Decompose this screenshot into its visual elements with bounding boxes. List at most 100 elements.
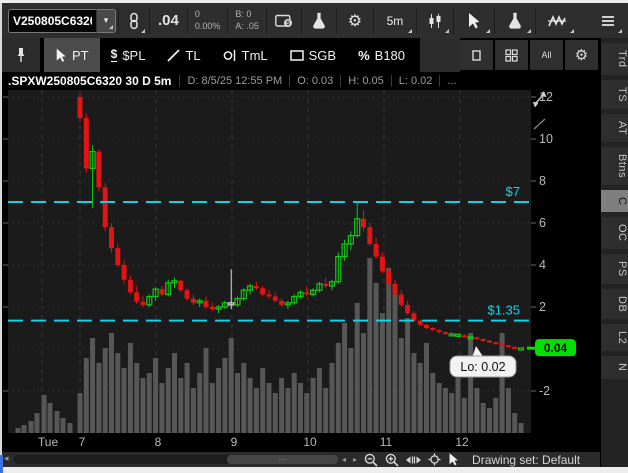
svg-text:10: 10 [539,132,553,146]
menu-button[interactable] [592,6,624,36]
fit-bars-button[interactable] [406,455,422,465]
chart-bottom-bar: ◂ ⋯ ◂ ▸ [2,452,600,467]
sidebar-tab-c[interactable]: C [601,189,628,213]
panel-settings-button[interactable]: ⚙ [565,40,598,70]
divider [493,7,495,34]
time-axis[interactable]: Tue 7 8 9 10 11 12 [2,433,600,452]
bottom-controls: ◂ ▸ [342,452,580,467]
tool-label: SGB [308,47,337,63]
expand-horizontal-icon [406,456,422,463]
divider [186,7,188,34]
time-axis-label: Tue [37,435,59,449]
level-label: $1.35 [487,303,520,318]
grid-layout-button[interactable] [495,40,528,70]
bar-type-button[interactable] [419,6,451,36]
link-instrument-button[interactable] [121,6,147,36]
pin-toolbar-button[interactable] [2,38,40,72]
chart-more-field[interactable]: ... [439,75,463,87]
square-icon [472,49,481,61]
tool-sgb[interactable]: SGB [279,38,347,72]
flask-icon [509,12,521,29]
chart-title-bar: .SPXW250805C6320 30 D 5m D: 8/5/25 12:55… [2,72,464,90]
divider [372,7,374,34]
symbol-entry-group: ▾ [8,8,116,33]
pan-left-arrow[interactable]: ◂ [342,455,347,464]
swap-chart-button[interactable] [530,90,550,110]
tool-pointer[interactable]: PT [44,38,100,72]
symbol-dropdown-button[interactable]: ▾ [96,8,116,33]
timeframe-button[interactable]: 5m [376,6,414,36]
tool-label: TL [185,47,201,63]
scroll-left-arrow[interactable]: ◂ [4,453,9,463]
swap-arrows-icon [532,91,547,108]
sidebar-tab-at[interactable]: AT [601,113,628,142]
price-level-lines[interactable]: $7 $1.35 [8,184,531,322]
level-label: $7 [506,184,520,199]
news-button[interactable]: $ [269,6,299,36]
cursor-tool-button[interactable] [456,6,492,36]
drawing-set-label[interactable]: Drawing set: Default [472,452,581,467]
svg-text:8: 8 [539,174,546,188]
pointer-mode-button[interactable] [448,453,459,466]
low-marker-tooltip: Lo: 0.02 [449,346,517,378]
magnifier-plus-icon [385,453,399,467]
chart-style-button[interactable] [538,6,576,36]
divider [452,7,454,34]
zoom-out-button[interactable] [364,453,378,467]
change-value: 0 [194,9,200,20]
divider [534,7,536,34]
main-toolbar: ▾ .04 0 0.00% B: 0 A: .05 $ [2,3,628,38]
scrollbar-thumb[interactable]: ⋯ [227,455,338,464]
chart-scrollbar[interactable]: ⋯ [14,455,338,464]
symbol-input[interactable] [8,8,96,33]
window-left-edge [0,0,2,467]
volume-bars [15,258,524,433]
waveform-chart-icon [547,14,566,26]
show-all-button[interactable]: All [530,40,563,70]
bid-value: B: 0 [235,9,252,20]
svg-text:$: $ [286,20,290,27]
secondary-tool-icon[interactable] [532,116,548,132]
tool-trend-line[interactable]: TL [156,38,211,72]
svg-text:6: 6 [539,216,546,230]
sidebar-tab-trd[interactable]: Trd [601,43,628,75]
time-axis-label: 7 [78,435,86,449]
all-label: All [541,50,552,60]
sidebar-tab-ps[interactable]: PS [601,253,628,284]
chart-high-field: H: 0.05 [340,75,390,87]
sidebar-tab-l2[interactable]: L2 [601,323,628,352]
study-button[interactable] [304,6,334,36]
sidebar-tab-btns[interactable]: Btns [601,146,628,185]
circle-line-icon [223,49,237,62]
tool-b180[interactable]: % B180 [347,38,416,72]
sidebar-tab-n[interactable]: N [601,356,628,379]
sidebar-tab-db[interactable]: DB [601,288,628,319]
analysis-button[interactable] [497,6,533,36]
candlestick-icon [429,13,441,28]
pan-right-arrow[interactable]: ▸ [353,455,358,464]
panel-buttons: All ⚙ [460,38,600,72]
time-axis-label: 11 [379,435,393,449]
trend-line-icon [167,48,181,62]
zoom-in-button[interactable] [385,453,399,467]
crosshair-icon [428,453,441,466]
chain-link-icon [130,12,138,29]
sidebar-tab-ts[interactable]: TS [601,79,628,109]
tool-label: PT [72,47,89,63]
crosshair-button[interactable] [428,453,441,466]
divider [415,7,417,34]
gear-icon: ⚙ [574,47,589,64]
corner-accent [0,455,3,473]
timeframe-label: 5m [386,13,404,28]
single-panel-button[interactable] [460,40,493,70]
grid-icon [505,48,518,62]
magnifier-minus-icon [364,453,378,467]
cursor-icon [468,12,480,28]
tool-profit-loss[interactable]: $ $PL [100,38,157,72]
settings-button[interactable]: ⚙ [339,6,371,36]
tool-time-line[interactable]: TmL [212,38,279,72]
sidebar-tab-oc[interactable]: OC [601,217,628,249]
divider [265,7,267,34]
divider [300,7,302,34]
